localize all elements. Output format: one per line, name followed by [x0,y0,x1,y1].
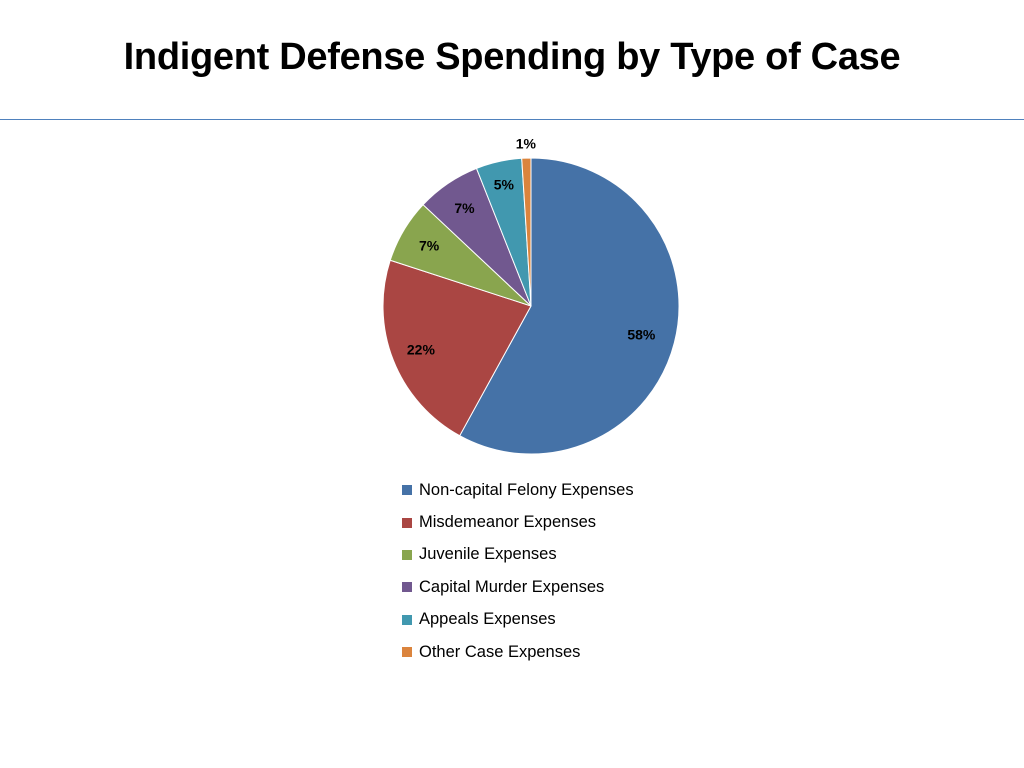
data-label-misdemeanor-expenses: 22% [407,342,436,358]
pie-slice-misdemeanor-expenses [382,259,532,437]
legend-swatch [402,549,412,560]
chart-title: Indigent Defense Spending by Type of Cas… [123,36,901,78]
data-label-appeals-expenses: 5% [494,177,515,193]
legend-swatch [402,582,412,593]
legend-swatch [402,485,412,496]
pie-slice-other-case-expenses [521,157,532,307]
legend-item-misdemeanor-expenses: Misdemeanor Expenses [402,506,634,538]
legend-item-other-case-expenses: Other Case Expenses [402,636,634,668]
data-label-other-case-expenses: 1% [516,135,537,151]
title-divider [0,119,1024,120]
data-label-capital-murder-expenses: 7% [454,200,475,216]
legend-label: Juvenile Expenses [419,545,557,564]
legend-swatch [402,647,412,658]
chart-legend: Non-capital Felony Expenses Misdemeanor E… [402,474,634,668]
legend-swatch [402,517,412,528]
legend-item-juvenile-expenses: Juvenile Expenses [402,539,634,571]
data-label-non-capital-felony-expenses: 58% [627,326,656,342]
legend-swatch [402,614,412,625]
legend-item-capital-murder-expenses: Capital Murder Expenses [402,571,634,603]
legend-label: Capital Murder Expenses [419,577,605,596]
legend-label: Appeals Expenses [419,610,556,629]
pie-slice-non-capital-felony-expenses [459,157,680,455]
legend-item-non-capital-felony-expenses: Non-capital Felony Expenses [402,474,634,506]
legend-label: Non-capital Felony Expenses [419,480,634,499]
legend-label: Misdemeanor Expenses [419,513,597,532]
legend-label: Other Case Expenses [419,642,581,661]
legend-item-appeals-expenses: Appeals Expenses [402,604,634,636]
data-label-juvenile-expenses: 7% [419,238,440,254]
